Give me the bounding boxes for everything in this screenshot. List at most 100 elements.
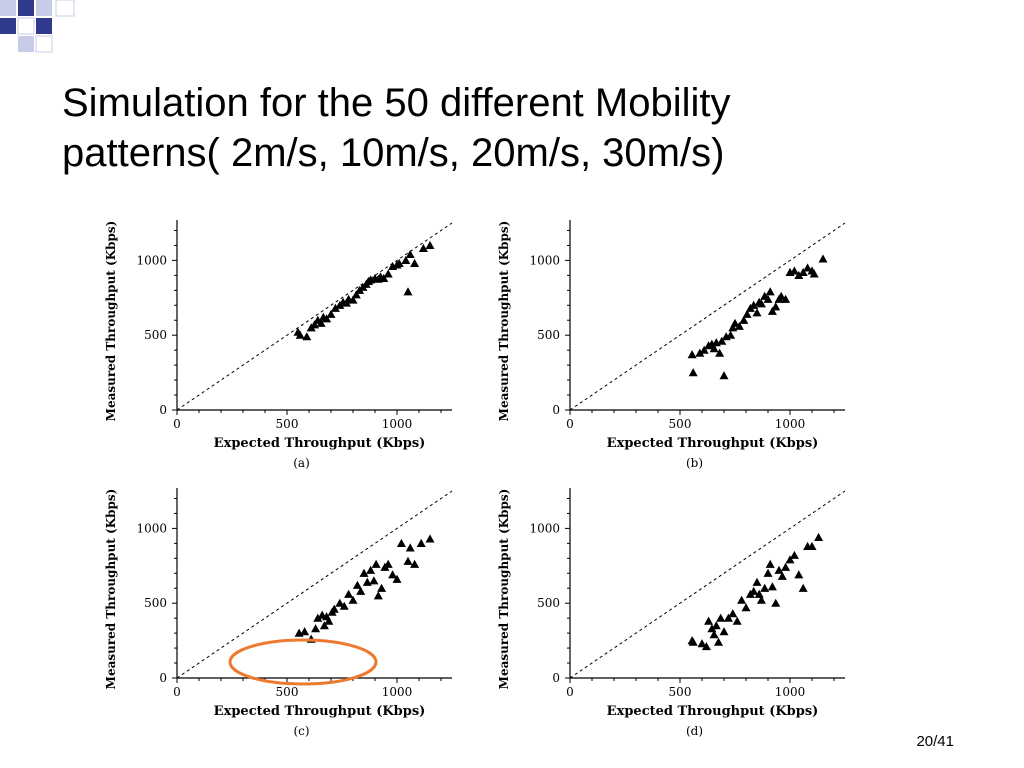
data-point xyxy=(723,613,733,622)
data-point xyxy=(730,318,740,327)
data-point xyxy=(302,332,312,341)
data-point xyxy=(742,309,752,318)
x-axis-label: Expected Throughput (Kbps) xyxy=(214,704,426,719)
data-point xyxy=(781,294,791,303)
scatter-panel: 0 500 1000 0 500 1000 Expected Throughput (Kbp… xyxy=(104,220,453,470)
data-point xyxy=(809,269,819,278)
data-point xyxy=(704,616,714,625)
reference-line xyxy=(569,490,846,679)
logo-square xyxy=(18,0,34,16)
data-point xyxy=(392,574,402,583)
data-point xyxy=(711,621,721,630)
data-point xyxy=(388,570,398,579)
data-point xyxy=(709,344,719,353)
data-point xyxy=(719,627,729,636)
page-number: 20/41 xyxy=(916,733,954,750)
data-point xyxy=(330,303,340,312)
x-tick-label: 1000 xyxy=(382,685,413,699)
data-point xyxy=(324,616,334,625)
data-point xyxy=(371,559,381,568)
y-tick-label: 0 xyxy=(159,403,167,417)
reference-line xyxy=(176,490,453,679)
data-point xyxy=(348,295,358,304)
y-axis-label: Measured Throughput (Kbps) xyxy=(104,221,118,422)
x-tick-label: 500 xyxy=(276,685,299,699)
y-tick-label: 1000 xyxy=(136,253,167,267)
logo-square xyxy=(36,0,52,16)
data-point xyxy=(405,543,415,552)
data-point xyxy=(737,595,747,604)
data-point xyxy=(803,263,813,272)
data-point xyxy=(734,321,744,330)
slide-title: Simulation for the 50 different Mobility… xyxy=(62,78,962,178)
y-tick-label: 500 xyxy=(144,596,167,610)
data-point xyxy=(383,559,393,568)
x-tick-label: 1000 xyxy=(775,685,806,699)
data-point xyxy=(732,616,742,625)
data-point xyxy=(752,308,762,317)
data-point xyxy=(785,555,795,564)
data-point xyxy=(410,258,420,267)
reference-line xyxy=(176,222,453,411)
x-axis-label: Expected Throughput (Kbps) xyxy=(214,436,426,451)
data-point xyxy=(352,580,362,589)
data-point xyxy=(771,302,781,311)
slide-title-line-2: patterns( 2m/s, 10m/s, 20m/s, 30m/s) xyxy=(62,131,725,175)
x-axis-label: Expected Throughput (Kbps) xyxy=(607,704,819,719)
scatter-panel: 0 500 1000 0 500 1000 Expected Throughput (Kbp… xyxy=(104,488,453,738)
data-point xyxy=(356,586,366,595)
scatter-panel: 0 500 1000 0 500 1000 Expected Throughput (Kbp… xyxy=(497,488,846,738)
data-point xyxy=(373,591,383,600)
data-point xyxy=(794,270,804,279)
x-tick-label: 500 xyxy=(669,685,692,699)
data-point xyxy=(310,320,319,329)
data-point xyxy=(394,258,404,267)
y-tick-label: 0 xyxy=(159,671,167,685)
y-axis-label: Measured Throughput (Kbps) xyxy=(497,489,511,690)
data-point xyxy=(763,294,773,303)
scatter-panel: 0 500 1000 0 500 1000 Expected Throughput (Kbp… xyxy=(497,220,846,470)
data-point xyxy=(741,603,751,612)
data-point xyxy=(756,299,766,308)
data-point xyxy=(688,637,698,646)
data-point xyxy=(781,562,791,571)
data-point xyxy=(749,586,759,595)
data-point xyxy=(697,639,707,648)
data-point xyxy=(756,595,766,604)
x-tick-label: 0 xyxy=(566,417,574,431)
y-tick-label: 0 xyxy=(552,671,560,685)
data-point xyxy=(416,538,426,547)
x-tick-label: 500 xyxy=(276,417,299,431)
data-point xyxy=(316,318,326,327)
x-tick-label: 0 xyxy=(566,685,574,699)
x-tick-label: 1000 xyxy=(382,417,413,431)
data-point xyxy=(403,287,413,296)
data-point xyxy=(311,624,321,633)
data-point xyxy=(351,290,361,299)
data-point xyxy=(688,368,698,377)
data-point xyxy=(728,609,738,618)
y-tick-label: 500 xyxy=(144,328,167,342)
data-point xyxy=(749,300,759,309)
panel-caption: (d) xyxy=(686,724,703,738)
data-point xyxy=(403,556,413,565)
y-tick-label: 1000 xyxy=(529,521,560,535)
data-point xyxy=(335,598,345,607)
data-point xyxy=(369,576,379,585)
data-point xyxy=(295,330,305,339)
y-tick-label: 500 xyxy=(537,596,560,610)
logo-square xyxy=(17,17,35,35)
data-point xyxy=(359,568,369,577)
data-point xyxy=(807,541,817,550)
data-point xyxy=(776,291,786,300)
data-point xyxy=(716,613,726,622)
y-tick-label: 1000 xyxy=(529,253,560,267)
data-point xyxy=(767,306,777,315)
panel-caption: (c) xyxy=(293,724,309,738)
reference-line xyxy=(569,222,846,411)
logo-square xyxy=(18,36,34,52)
data-point xyxy=(763,568,773,577)
slide-title-line-1: Simulation for the 50 different Mobility xyxy=(62,81,731,125)
data-point xyxy=(313,613,323,622)
